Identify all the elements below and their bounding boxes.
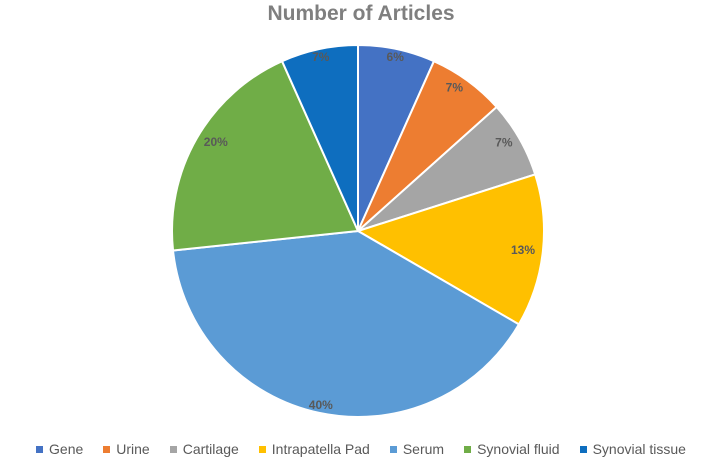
legend-label: Synovial tissue [592, 441, 686, 457]
legend-item-synovial-fluid: Synovial fluid [464, 441, 560, 457]
legend-swatch [464, 445, 472, 453]
pie-slice-synovial-fluid [171, 59, 360, 252]
legend-swatch [36, 445, 44, 453]
legend-item-serum: Serum [389, 441, 445, 457]
data-label-urine: 7% [446, 80, 464, 94]
data-label-cartilage: 7% [495, 136, 513, 150]
pie-slice-serum [171, 229, 521, 418]
data-label-serum: 40% [309, 398, 333, 412]
legend-label: Serum [402, 441, 445, 457]
chart-title: Number of Articles [267, 2, 455, 25]
legend-swatch [103, 445, 111, 453]
data-label-synovial-tissue: 7% [312, 50, 330, 64]
legend-label: Synovial fluid [477, 441, 560, 457]
legend-label: Urine [116, 441, 150, 457]
legend-swatch [579, 445, 587, 453]
legend-item-intrapatella-pad: Intrapatella Pad [258, 441, 370, 457]
legend-item-urine: Urine [103, 441, 150, 457]
data-label-gene: 6% [387, 50, 405, 64]
legend-label: Cartilage [182, 441, 239, 457]
legend-swatch [258, 445, 266, 453]
legend-swatch [169, 445, 177, 453]
legend-item-cartilage: Cartilage [169, 441, 239, 457]
legend-item-synovial-tissue: Synovial tissue [579, 441, 686, 457]
legend-swatch [389, 445, 397, 453]
pie-slice-intrapatella-pad [355, 173, 545, 326]
legend: Gene Urine Cartilage Intrapatella Pad Serum S… [0, 438, 722, 460]
data-label-intrapatella-pad: 13% [511, 243, 535, 257]
pie-slice-synovial-tissue [280, 43, 359, 232]
legend-label: Intrapatella Pad [271, 441, 370, 457]
data-label-synovial-fluid: 20% [204, 135, 228, 149]
legend-item-gene: Gene [36, 441, 83, 457]
legend-label: Gene [49, 441, 84, 457]
